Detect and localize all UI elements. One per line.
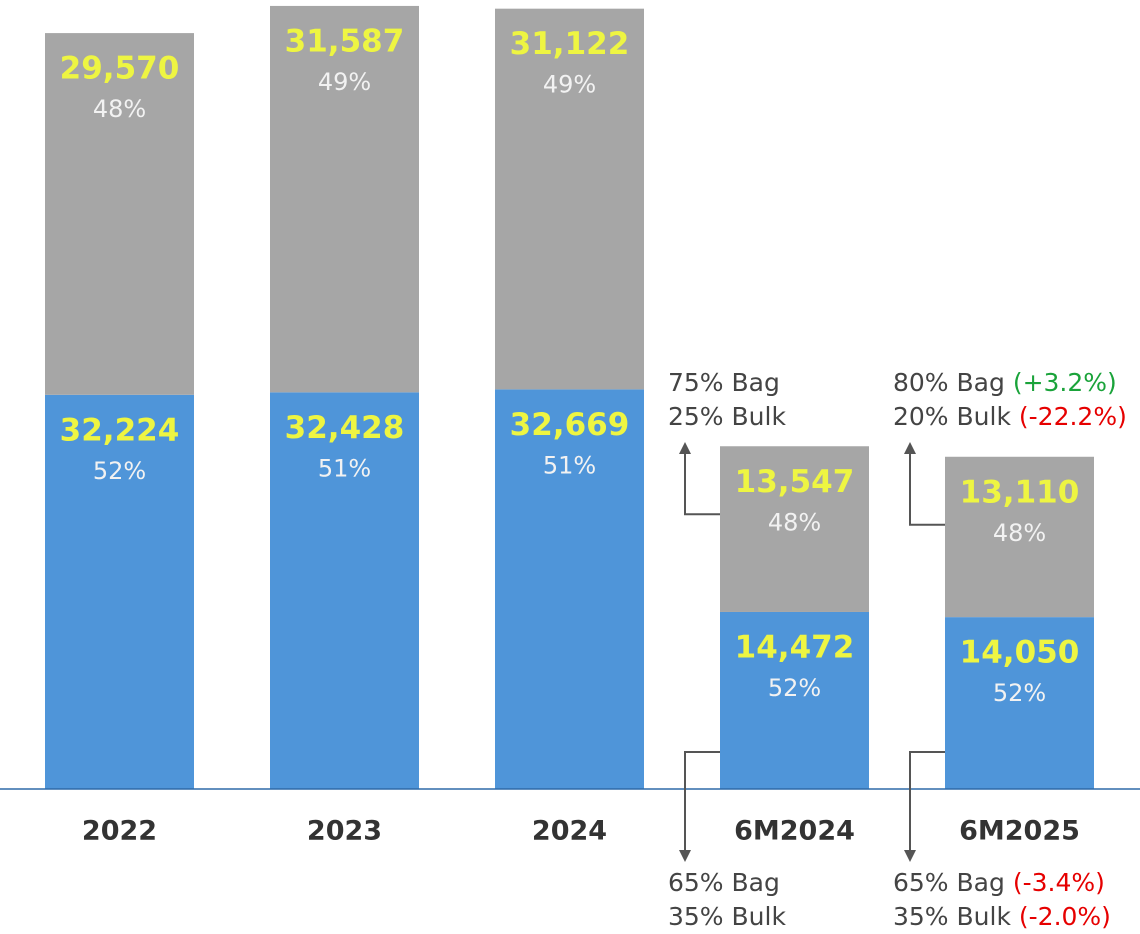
value-label: 32,428 (285, 410, 405, 446)
annotation-line: 35% Bulk (668, 902, 786, 931)
value-label: 13,110 (960, 474, 1080, 510)
share-label: 48% (768, 508, 821, 536)
share-label: 51% (543, 451, 596, 479)
bar-segment (720, 611, 869, 789)
annotation-line: 65% Bag (893, 868, 1005, 897)
share-label: 51% (318, 454, 371, 482)
value-label: 32,669 (510, 407, 630, 443)
annotation-text: 35% Bulk (-2.0%) (893, 902, 1111, 931)
annotation-arrow (679, 442, 720, 516)
annotation-text: 65% Bag (-3.4%) (893, 868, 1105, 897)
bar-segment (945, 456, 1094, 618)
value-label: 14,472 (735, 629, 855, 665)
x-tick-label: 2022 (82, 816, 157, 847)
share-label: 49% (543, 71, 596, 99)
annotation-arrow (679, 751, 720, 862)
bar-segment (495, 8, 644, 390)
annotation-line: 35% Bulk (893, 902, 1011, 931)
annotation-arrow (904, 442, 945, 526)
annotation-text: 35% Bulk (668, 902, 786, 931)
bar-segment (270, 392, 419, 789)
share-label: 48% (993, 519, 1046, 547)
x-tick-label: 2024 (532, 816, 607, 847)
x-tick-label: 2023 (307, 816, 382, 847)
bar-segment (270, 5, 419, 393)
value-label: 32,224 (60, 412, 180, 448)
annotation-text: 25% Bulk (668, 402, 786, 431)
annotation-text: 75% Bag (668, 368, 780, 397)
value-label: 29,570 (60, 51, 180, 87)
value-label: 31,122 (510, 26, 630, 62)
value-label: 14,050 (960, 635, 1080, 671)
annotation-line: 75% Bag (668, 368, 780, 397)
bar-segment (45, 394, 194, 789)
annotation-text: 20% Bulk (-22.2%) (893, 402, 1127, 431)
share-label: 52% (768, 674, 821, 702)
bar-segment (945, 617, 1094, 789)
share-label: 52% (93, 457, 146, 485)
annotation-change: (+3.2%) (1013, 368, 1117, 397)
share-label: 52% (993, 679, 1046, 707)
bar-segment (45, 33, 194, 395)
share-label: 48% (93, 95, 146, 123)
value-label: 13,547 (735, 464, 855, 500)
annotation-text: 80% Bag (+3.2%) (893, 368, 1117, 397)
annotation-line: 25% Bulk (668, 402, 786, 431)
annotation-change: (-3.4%) (1013, 868, 1105, 897)
annotation-line: 20% Bulk (893, 402, 1011, 431)
share-label: 49% (318, 68, 371, 96)
bar-segment (720, 446, 869, 612)
x-tick-label: 6M2024 (734, 816, 855, 847)
annotation-change: (-22.2%) (1019, 402, 1127, 431)
annotation-line: 65% Bag (668, 868, 780, 897)
bar-segment (495, 389, 644, 789)
x-tick-label: 6M2025 (959, 816, 1080, 847)
annotation-line: 80% Bag (893, 368, 1005, 397)
value-label: 31,587 (285, 23, 405, 59)
annotation-text: 65% Bag (668, 868, 780, 897)
annotation-arrow (904, 751, 945, 862)
annotation-change: (-2.0%) (1019, 902, 1111, 931)
